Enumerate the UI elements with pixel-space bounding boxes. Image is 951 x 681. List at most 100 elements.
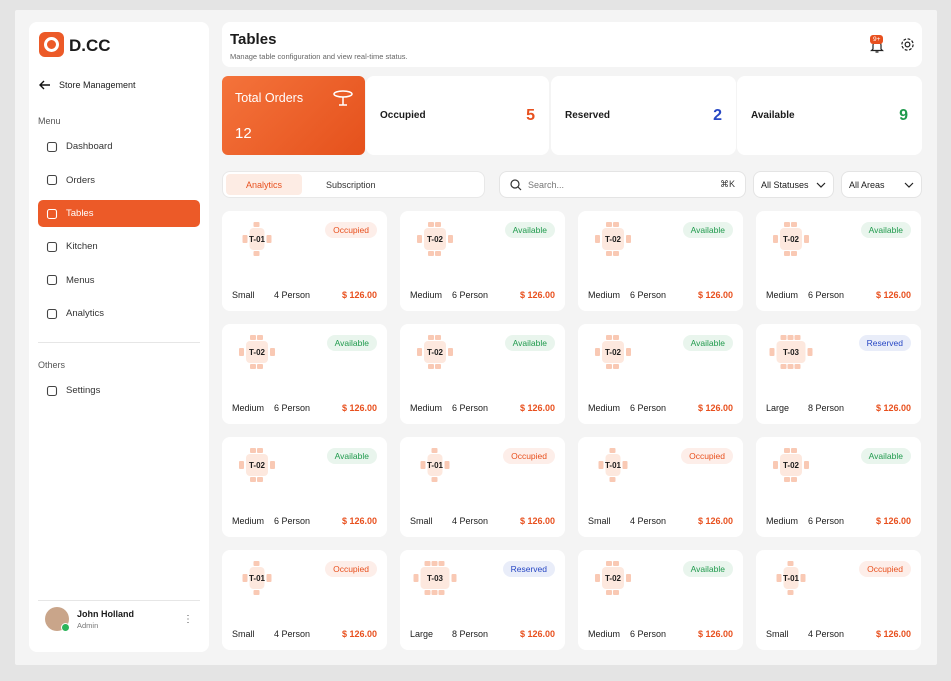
table-icon: T-02 (766, 219, 816, 259)
table-size: Medium (410, 403, 443, 413)
nav-label: Dashboard (66, 141, 113, 153)
status-badge: Reserved (502, 561, 555, 577)
total-label: Total Orders (235, 91, 304, 105)
table-card[interactable]: T-03 Reserved Large 8 Person $ 126.00 (400, 550, 565, 650)
table-capacity: 4 Person (452, 516, 489, 526)
status-badge: Available (504, 222, 555, 238)
search[interactable]: Search... ⌘K (499, 171, 746, 198)
nav-item[interactable]: Settings (38, 377, 200, 404)
table-card[interactable]: T-01 Occupied Small 4 Person $ 126.00 (222, 211, 387, 311)
nav-label: Menus (66, 274, 95, 286)
table-card[interactable]: T-02 Available Medium 6 Person $ 126.00 (222, 324, 387, 424)
table-price: $ 126.00 (519, 403, 555, 413)
table-card[interactable]: T-03 Reserved Large 8 Person $ 126.00 (756, 324, 921, 424)
table-size: Medium (766, 516, 799, 526)
tab[interactable]: Subscription (326, 179, 376, 190)
table-card[interactable]: T-02 Available Medium 6 Person $ 126.00 (400, 211, 565, 311)
table-capacity: 6 Person (808, 516, 845, 526)
nav-item[interactable]: Orders (38, 167, 200, 194)
table-price: $ 126.00 (875, 290, 911, 300)
table-footer: Small 4 Person $ 126.00 (232, 629, 377, 639)
table-price: $ 126.00 (697, 629, 733, 639)
table-card[interactable]: T-02 Available Medium 6 Person $ 126.00 (222, 437, 387, 537)
user-menu[interactable]: ⋮ (183, 614, 193, 625)
table-icon: T-02 (232, 445, 282, 485)
user[interactable]: John Holland Admin (45, 607, 134, 632)
nav-item[interactable]: Tables (38, 200, 200, 227)
table-capacity: 6 Person (274, 516, 311, 526)
table-card[interactable]: T-01 Occupied Small 4 Person $ 126.00 (578, 437, 743, 537)
table-footer: Small 4 Person $ 126.00 (410, 516, 555, 526)
table-card[interactable]: T-02 Available Medium 6 Person $ 126.00 (400, 324, 565, 424)
table-capacity: 6 Person (452, 290, 489, 300)
table-card[interactable]: T-02 Available Medium 6 Person $ 126.00 (578, 211, 743, 311)
table-price: $ 126.00 (519, 290, 555, 300)
table-footer: Small 4 Person $ 126.00 (588, 516, 733, 526)
nav-item[interactable]: Analytics (38, 300, 200, 327)
stat-card: Available 9 (737, 76, 922, 155)
table-icon: T-02 (588, 219, 638, 259)
table-footer: Small 4 Person $ 126.00 (232, 290, 377, 300)
status-badge: Occupied (325, 561, 377, 577)
header: Tables Manage table configuration and vi… (222, 22, 922, 67)
table-card[interactable]: T-01 Occupied Small 4 Person $ 126.00 (222, 550, 387, 650)
others-label: Others (38, 360, 66, 370)
table-card[interactable]: T-02 Available Medium 6 Person $ 126.00 (578, 324, 743, 424)
nav-item[interactable]: Kitchen (38, 233, 200, 260)
table-icon: T-01 (588, 445, 638, 485)
table-card[interactable]: T-02 Available Medium 6 Person $ 126.00 (756, 437, 921, 537)
table-size: Large (410, 629, 434, 639)
status-badge: Occupied (325, 222, 377, 238)
status-badge: Available (860, 448, 911, 464)
settings-button[interactable] (900, 37, 915, 52)
table-price: $ 126.00 (341, 403, 377, 413)
table-id: T-02 (782, 234, 799, 244)
table-price: $ 126.00 (697, 290, 733, 300)
tab[interactable]: Analytics (226, 174, 303, 195)
table-price: $ 126.00 (697, 403, 733, 413)
nav-item[interactable]: Dashboard (38, 133, 200, 160)
table-card[interactable]: T-02 Available Medium 6 Person $ 126.00 (578, 550, 743, 650)
nav-label: Tables (66, 208, 94, 219)
table-footer: Small 4 Person $ 126.00 (766, 629, 911, 639)
separator (38, 600, 200, 601)
table-id: T-02 (248, 347, 265, 357)
notifications[interactable]: 9+ (870, 35, 884, 59)
table-grid: T-01 Occupied Small 4 Person $ 126.00 T-02 Ava… (222, 211, 921, 650)
status-badge: Occupied (681, 448, 733, 464)
menu-label: Menu (38, 116, 61, 126)
table-capacity: 6 Person (630, 403, 667, 413)
table-capacity: 4 Person (274, 629, 311, 639)
table-price: $ 126.00 (875, 629, 911, 639)
notification-badge: 9+ (870, 35, 884, 44)
table-footer: Medium 6 Person $ 126.00 (766, 290, 911, 300)
table-card[interactable]: T-01 Occupied Small 4 Person $ 126.00 (400, 437, 565, 537)
table-card[interactable]: T-02 Available Medium 6 Person $ 126.00 (756, 211, 921, 311)
table-size: Medium (588, 629, 621, 639)
status-badge: Available (682, 335, 733, 351)
nav-label: Analytics (66, 308, 105, 320)
stat-label: Available (751, 110, 795, 121)
status-badge: Available (682, 561, 733, 577)
nav-label: Kitchen (66, 241, 98, 253)
nav-label: Settings (66, 385, 101, 396)
table-icon: T-01 (766, 558, 816, 598)
table-card[interactable]: T-01 Occupied Small 4 Person $ 126.00 (756, 550, 921, 650)
filter-label: All Areas (849, 179, 885, 190)
table-size: Medium (588, 403, 621, 413)
avatar (45, 607, 70, 632)
status-badge: Available (504, 335, 555, 351)
status-badge: Occupied (859, 561, 911, 577)
table-icon: T-01 (410, 445, 460, 485)
back-link[interactable]: Store Management (39, 80, 136, 90)
brand: D.CC (69, 36, 111, 55)
table-footer: Medium 6 Person $ 126.00 (232, 516, 377, 526)
filter[interactable]: All Areas (841, 171, 922, 198)
table-id: T-02 (604, 234, 621, 244)
status-badge: Available (326, 335, 377, 351)
table-icon: T-02 (766, 445, 816, 485)
table-id: T-02 (782, 460, 799, 470)
filter[interactable]: All Statuses (753, 171, 834, 198)
table-capacity: 6 Person (630, 290, 667, 300)
nav-item[interactable]: Menus (38, 267, 200, 294)
